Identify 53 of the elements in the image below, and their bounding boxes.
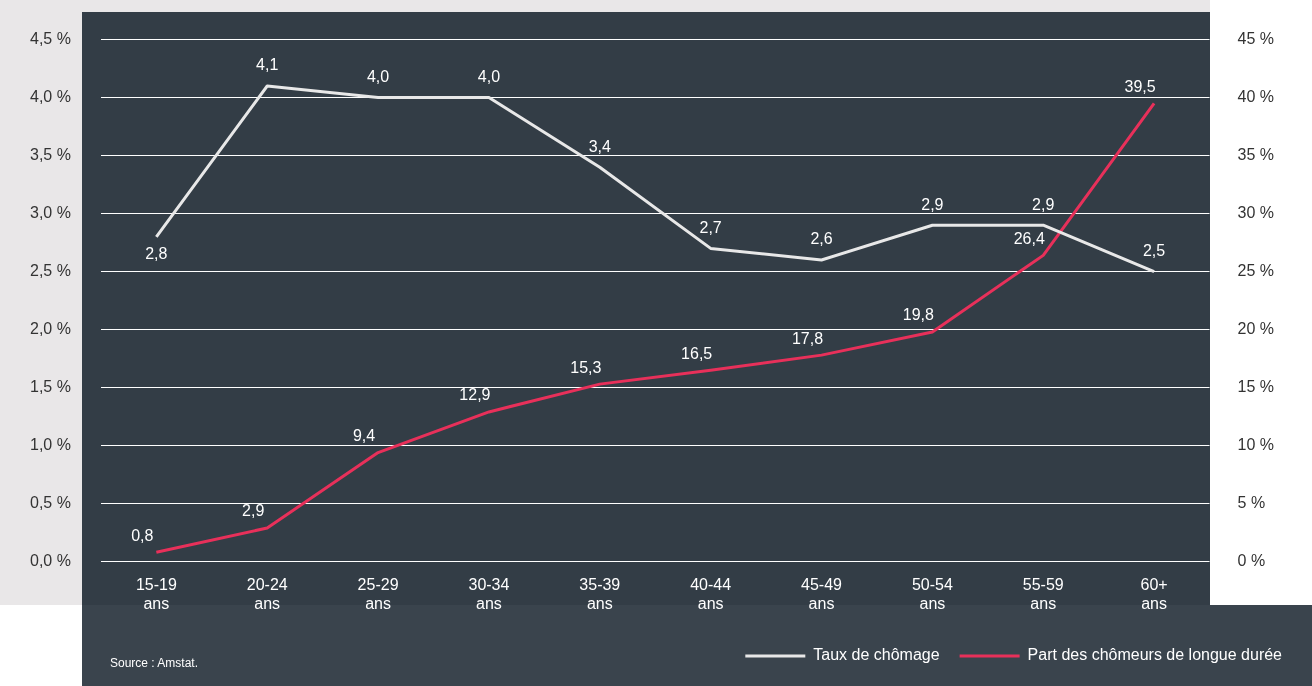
source-note: Source : Amstat. [110, 656, 199, 671]
x-tick-label: 35-39 ans [579, 575, 621, 612]
x-tick-label: 40-44 ans [690, 575, 732, 612]
y-tick-label: 2,0 % [29, 320, 71, 338]
data-label: 4,0 [366, 68, 390, 86]
y-tick-label: 3,0 % [29, 204, 71, 222]
legend-label: Part des chômeurs de longue durée [1027, 646, 1283, 664]
data-label: 2,9 [242, 502, 265, 520]
x-tick-label: 50-54 ans [911, 575, 953, 612]
x-tick-label: 55-59 ans [1022, 575, 1064, 612]
x-tick-label: 20-24 ans [246, 575, 288, 612]
data-label: 2,9 [921, 195, 944, 213]
y2-tick-label: 30 % [1237, 204, 1274, 222]
y2-tick-label: 40 % [1237, 88, 1274, 106]
y-tick-label: 0,0 % [29, 552, 71, 570]
data-label: 2,6 [810, 230, 833, 248]
y-tick-label: 0,5 % [29, 494, 71, 512]
y2-tick-label: 25 % [1237, 262, 1274, 280]
data-label: 9,4 [352, 426, 376, 444]
data-label: 15,3 [570, 358, 602, 376]
y-tick-label: 4,5 % [29, 30, 71, 48]
y-tick-label: 1,5 % [29, 378, 71, 396]
data-label: 12,9 [459, 386, 491, 404]
data-label: 3,4 [588, 137, 612, 155]
y-tick-label: 1,0 % [29, 436, 71, 454]
x-tick-label: 25-29 ans [357, 575, 399, 612]
y2-tick-label: 0 % [1237, 552, 1266, 570]
x-tick-label: 60+ ans [1140, 575, 1168, 612]
y2-tick-label: 15 % [1237, 378, 1274, 396]
y-tick-label: 4,0 % [29, 88, 71, 106]
y2-tick-label: 45 % [1237, 30, 1274, 48]
x-tick-label: 15-19 ans [135, 575, 177, 612]
data-label: 2,5 [1142, 242, 1166, 260]
data-label: 2,7 [699, 218, 722, 236]
data-label: 26,4 [1013, 229, 1045, 247]
data-label: 39,5 [1124, 77, 1156, 95]
data-label: 2,9 [1032, 195, 1055, 213]
data-label: 16,5 [681, 344, 713, 362]
y2-tick-label: 20 % [1237, 320, 1274, 338]
y2-tick-label: 35 % [1237, 146, 1274, 164]
y2-tick-label: 5 % [1237, 494, 1266, 512]
y-tick-label: 2,5 % [29, 262, 71, 280]
x-tick-label: 30-34 ans [468, 575, 510, 612]
x-tick-label: 45-49 ans [801, 575, 843, 612]
y2-tick-label: 10 % [1237, 436, 1274, 454]
data-label: 4,1 [256, 56, 279, 74]
data-label: 0,8 [131, 526, 154, 544]
data-label: 19,8 [902, 306, 935, 324]
data-label: 17,8 [791, 329, 824, 347]
y-tick-label: 3,5 % [29, 146, 71, 164]
data-label: 4,0 [477, 68, 501, 86]
data-label: 2,8 [145, 245, 168, 263]
legend-label: Taux de chômage [813, 646, 940, 664]
